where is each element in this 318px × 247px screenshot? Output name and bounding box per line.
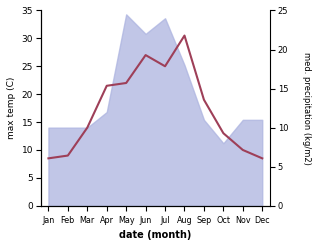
Y-axis label: med. precipitation (kg/m2): med. precipitation (kg/m2) xyxy=(302,52,311,165)
Y-axis label: max temp (C): max temp (C) xyxy=(7,77,16,139)
X-axis label: date (month): date (month) xyxy=(119,230,191,240)
